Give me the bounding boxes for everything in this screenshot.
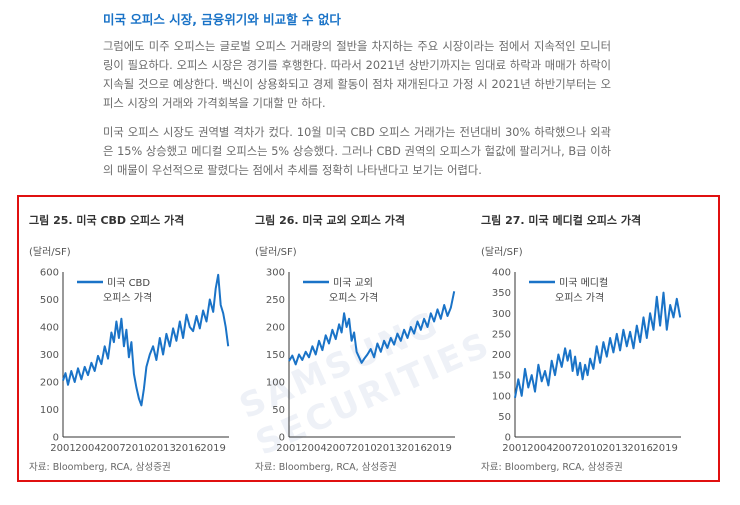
y-tick-label: 500	[40, 295, 59, 306]
x-tick-label: 2001	[276, 443, 301, 454]
highlight-frame: 그림 25. 미국 CBD 오피스 가격 (달러/SF) 0 100 200 300 4…	[17, 195, 720, 482]
y-tick-label: 300	[40, 350, 59, 361]
y-tick-label: 50	[498, 412, 511, 423]
x-tick-label: 2016	[401, 443, 426, 454]
x-tick-label: 2013	[602, 443, 627, 454]
y-tick-label: 400	[492, 268, 511, 279]
chart-panel-cbd: 그림 25. 미국 CBD 오피스 가격 (달러/SF) 0 100 200 300 4…	[19, 197, 241, 480]
chart-medical: 0 50 100 150 200 250 300 350 400 2001 2004 2007 2010…	[492, 268, 682, 454]
series-line	[288, 291, 456, 366]
legend-label: 오피스 가격	[103, 291, 152, 304]
legend-label: 미국 CBD	[107, 277, 150, 289]
x-tick-label: 2004	[527, 443, 552, 454]
chart-source: 자료: Bloomberg, RCA, 삼성증권	[255, 462, 397, 473]
y-tick-label: 200	[492, 350, 511, 361]
series-line	[62, 273, 230, 407]
x-tick-label: 2016	[175, 443, 200, 454]
y-tick-label: 600	[40, 268, 59, 279]
y-axis-unit: (달러/SF)	[255, 247, 297, 258]
x-tick-label: 2016	[627, 443, 652, 454]
y-tick-label: 300	[266, 268, 285, 279]
legend-label: 미국 메디컬	[559, 276, 608, 289]
x-tick-label: 2019	[652, 443, 677, 454]
paragraph-2: 미국 오피스 시장도 권역별 격차가 컸다. 10월 미국 CBD 오피스 거래…	[103, 126, 611, 177]
legend-label: 오피스 가격	[329, 291, 378, 304]
y-tick-label: 150	[492, 371, 511, 382]
x-tick-label: 2019	[426, 443, 451, 454]
y-tick-label: 200	[266, 323, 285, 334]
y-tick-label: 100	[492, 391, 511, 402]
chart-panel-suburban: 그림 26. 미국 교외 오피스 가격 (달러/SF) 0 50 100 150 200…	[245, 197, 467, 480]
x-tick-label: 2001	[50, 443, 75, 454]
series-line	[514, 291, 682, 398]
y-tick-label: 250	[266, 295, 285, 306]
x-tick-label: 2010	[351, 443, 376, 454]
chart-title: 그림 25. 미국 CBD 오피스 가격	[29, 214, 185, 227]
legend-label: 오피스 가격	[555, 291, 604, 304]
x-tick-label: 2019	[200, 443, 225, 454]
x-tick-label: 2001	[502, 443, 527, 454]
chart-source: 자료: Bloomberg, RCA, 삼성증권	[29, 462, 171, 473]
y-axis-unit: (달러/SF)	[29, 247, 71, 258]
y-tick-label: 100	[266, 378, 285, 389]
y-axis-unit: (달러/SF)	[481, 247, 523, 258]
y-tick-label: 50	[272, 405, 285, 416]
legend-label: 미국 교외	[333, 277, 373, 289]
y-tick-label: 0	[505, 433, 511, 444]
x-tick-label: 2013	[376, 443, 401, 454]
y-tick-label: 0	[279, 433, 285, 444]
y-tick-label: 400	[40, 323, 59, 334]
x-tick-label: 2010	[125, 443, 150, 454]
x-tick-label: 2007	[326, 443, 351, 454]
y-tick-label: 100	[40, 405, 59, 416]
y-tick-label: 350	[492, 288, 511, 299]
paragraph-1: 그럼에도 미주 오피스는 글로벌 오피스 거래량의 절반을 차지하는 주요 시장…	[103, 40, 611, 110]
y-tick-label: 200	[40, 378, 59, 389]
section-heading: 미국 오피스 시장, 금융위기와 비교할 수 없다	[103, 12, 341, 27]
chart-panel-medical: 그림 27. 미국 메디컬 오피스 가격 (달러/SF) 0 50 100 150 20…	[471, 197, 693, 480]
y-tick-label: 0	[53, 433, 59, 444]
y-tick-label: 150	[266, 350, 285, 361]
chart-title: 그림 26. 미국 교외 오피스 가격	[255, 214, 405, 227]
y-tick-label: 300	[492, 309, 511, 320]
x-tick-label: 2004	[75, 443, 100, 454]
x-tick-label: 2007	[100, 443, 125, 454]
chart-source: 자료: Bloomberg, RCA, 삼성증권	[481, 462, 623, 473]
x-tick-label: 2013	[150, 443, 175, 454]
x-tick-label: 2004	[301, 443, 326, 454]
x-tick-label: 2010	[577, 443, 602, 454]
y-tick-label: 250	[492, 329, 511, 340]
chart-title: 그림 27. 미국 메디컬 오피스 가격	[481, 214, 642, 227]
x-tick-label: 2007	[552, 443, 577, 454]
